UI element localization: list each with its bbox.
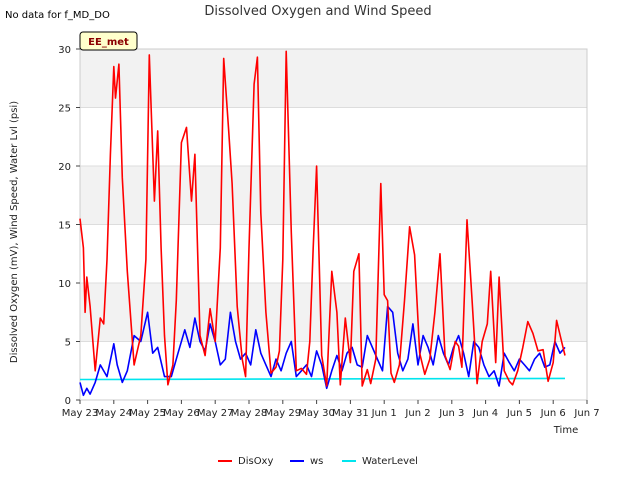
x-tick-label: May 30 (298, 408, 335, 419)
x-tick-label: May 26 (163, 408, 200, 419)
x-tick-label: May 25 (129, 408, 166, 419)
plot-band (80, 224, 587, 283)
y-tick-label: 20 (58, 162, 71, 173)
legend-label-waterlevel: WaterLevel (362, 456, 418, 467)
plot-band (80, 283, 587, 342)
y-axis-title: Dissolved Oxygen (mV), Wind Speed, Water… (9, 101, 20, 363)
y-tick-label: 0 (65, 396, 71, 407)
legend: DisOxy ws WaterLevel (218, 456, 418, 467)
plot-background-bands (80, 49, 587, 400)
x-tick-label: May 28 (231, 408, 268, 419)
series-line-ws (79, 305, 566, 397)
x-tick-label: Jun 7 (573, 408, 599, 419)
y-tick-label: 30 (58, 45, 71, 56)
y-axis-ticks: 0 5 10 15 20 25 30 (58, 45, 80, 407)
station-badge-box (79, 31, 138, 51)
series-layer (79, 50, 566, 397)
x-tick-label: May 31 (332, 408, 369, 419)
x-tick-label: Jun 3 (438, 408, 464, 419)
plot-band (80, 107, 587, 166)
x-tick-label: May 29 (265, 408, 302, 419)
y-tick-label: 5 (65, 338, 71, 349)
x-axis-title: Time (553, 425, 578, 436)
series-line-disoxy (79, 50, 566, 387)
plot-band (80, 49, 587, 108)
x-tick-label: Jun 6 (540, 408, 566, 419)
x-tick-label: May 27 (197, 408, 234, 419)
no-data-note: No data for f_MD_DO (5, 10, 110, 21)
plot-band (80, 166, 587, 225)
x-tick-label: Jun 2 (404, 408, 430, 419)
series-line-waterlevel (79, 377, 566, 381)
x-tick-label: May 23 (62, 408, 99, 419)
y-tick-label: 25 (58, 104, 71, 115)
x-tick-label: Jun 4 (472, 408, 498, 419)
x-tick-label: May 24 (96, 408, 133, 419)
y-tick-label: 15 (58, 221, 71, 232)
x-tick-label: Jun 5 (506, 408, 532, 419)
y-tick-label: 10 (58, 279, 71, 290)
chart-title: Dissolved Oxygen and Wind Speed (204, 4, 431, 19)
station-badge-label: EE_met (88, 37, 129, 48)
x-tick-label: Jun 1 (371, 408, 397, 419)
legend-label-ws: ws (310, 456, 323, 467)
legend-label-disoxy: DisOxy (238, 456, 273, 467)
station-badge: EE_met (79, 31, 138, 51)
